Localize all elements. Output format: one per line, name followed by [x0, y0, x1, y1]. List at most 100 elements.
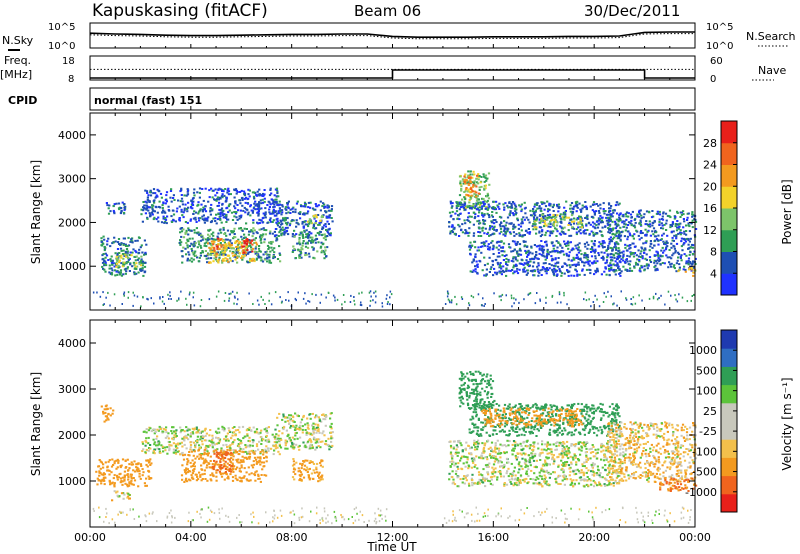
power-cell — [329, 232, 332, 235]
power-cell — [127, 244, 131, 247]
power-cell — [180, 208, 183, 211]
velocity-cell — [184, 472, 188, 475]
power-cell — [270, 246, 273, 249]
power-cell — [101, 244, 104, 247]
power-cell — [320, 251, 323, 254]
power-cell — [527, 218, 530, 221]
power-cell — [319, 231, 322, 233]
noise-left-tick-bottom: 10^0 — [48, 41, 75, 52]
power-cell — [236, 261, 239, 264]
power-cell — [190, 248, 193, 250]
power-cell — [535, 232, 538, 235]
power-cell — [578, 242, 581, 245]
power-cell — [538, 271, 541, 274]
power-cell — [574, 265, 577, 268]
power-cell — [230, 247, 233, 250]
velocity-cell — [201, 434, 204, 437]
power-cell — [184, 231, 187, 234]
power-cell — [544, 218, 547, 221]
power-cell — [209, 207, 212, 209]
power-cell — [182, 228, 185, 231]
power-cell — [606, 253, 609, 256]
power-cell — [138, 262, 141, 265]
power-cell — [203, 254, 206, 257]
velocity-cell — [191, 448, 194, 451]
power-cell — [278, 207, 281, 210]
power-cell — [607, 227, 610, 230]
power-cell — [544, 215, 547, 218]
power-cell — [198, 196, 201, 199]
power-cell — [231, 219, 235, 221]
power-cell — [244, 201, 247, 204]
power-cell — [274, 234, 277, 237]
velocity-cell — [172, 442, 175, 445]
velocity-cell — [252, 451, 255, 454]
power-cell — [280, 234, 283, 237]
power-cell — [560, 274, 563, 277]
power-cell — [519, 253, 523, 256]
power-cell — [538, 221, 541, 224]
power-cell — [286, 226, 289, 229]
power-cell — [594, 227, 597, 230]
power-cell — [154, 196, 157, 199]
power-cell — [596, 226, 600, 229]
power-cell — [161, 300, 164, 303]
power-cell — [647, 210, 651, 213]
power-cell — [451, 299, 453, 302]
power-cell — [319, 246, 322, 249]
power-cell — [544, 234, 547, 237]
power-cell — [545, 244, 548, 247]
power-cell — [455, 205, 458, 207]
power-cell — [463, 202, 467, 205]
power-cell — [474, 255, 477, 258]
power-cell — [276, 217, 279, 220]
power-cell — [307, 235, 310, 238]
power-cell — [349, 301, 352, 303]
power-cell — [496, 261, 499, 264]
power-cell — [523, 270, 526, 273]
power-cell — [225, 221, 228, 223]
power-cell — [656, 252, 659, 255]
power-cell — [682, 238, 686, 241]
power-cell — [565, 242, 568, 245]
power-cell — [560, 250, 563, 253]
power-cell — [628, 244, 631, 247]
power-cell — [146, 297, 148, 300]
power-cell — [616, 223, 619, 226]
power-cell — [312, 226, 315, 229]
power-cell — [562, 213, 565, 216]
power-cell — [550, 219, 553, 222]
velocity-cell — [184, 479, 187, 482]
power-cell — [210, 220, 213, 223]
power-cell — [463, 179, 466, 182]
power-cell — [641, 299, 643, 302]
power-cell — [619, 238, 622, 241]
power-cell — [661, 227, 665, 230]
velocity-cell — [248, 456, 251, 459]
power-cell — [640, 217, 643, 220]
velocity-cell — [128, 482, 131, 485]
power-cell — [603, 270, 606, 273]
power-cell — [324, 249, 327, 252]
power-cell — [210, 237, 213, 240]
power-cell — [464, 173, 467, 176]
power-cell — [638, 211, 641, 213]
power-cell — [506, 230, 509, 233]
velocity-cell — [226, 468, 229, 471]
velocity-cell — [238, 449, 241, 452]
velocity-cell — [215, 436, 218, 439]
power-cell — [677, 223, 680, 226]
power-cell — [125, 262, 128, 265]
power-cell — [248, 195, 251, 198]
power-cell — [679, 233, 682, 236]
power-cell — [283, 233, 286, 236]
velocity-cell — [166, 446, 169, 449]
power-cell — [512, 272, 515, 275]
power-cell — [687, 243, 690, 246]
power-cell — [226, 229, 230, 232]
power-cell — [269, 212, 272, 215]
velocity-cell — [197, 478, 200, 481]
velocity-cell — [120, 479, 123, 482]
power-cell — [479, 181, 482, 184]
power-cell — [447, 298, 450, 301]
